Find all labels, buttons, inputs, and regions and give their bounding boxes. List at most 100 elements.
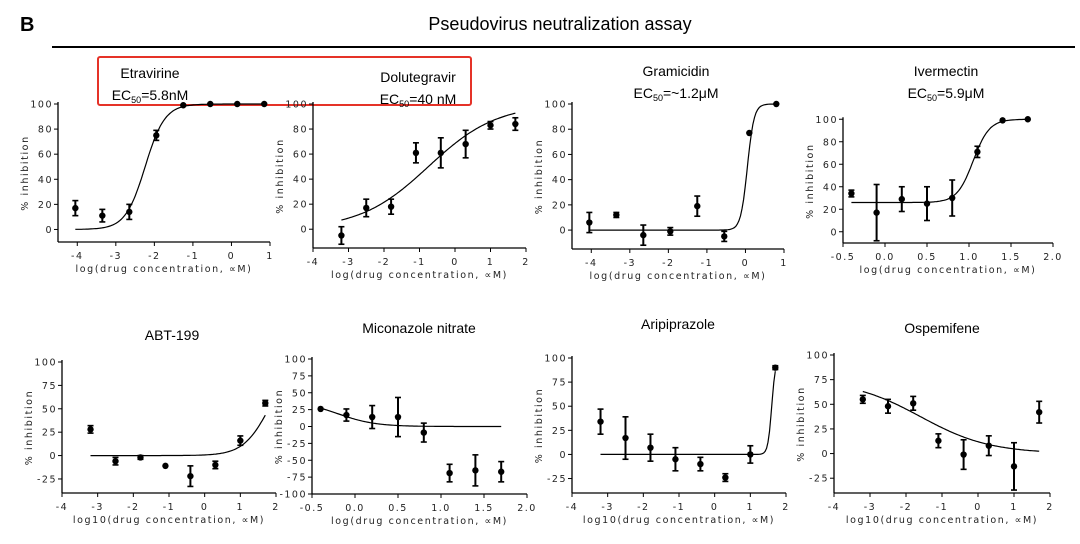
x-tick-label: -1 — [673, 502, 685, 513]
y-tick-label: 80 — [38, 125, 53, 136]
x-tick-label: 0 — [228, 251, 236, 262]
y-axis-label: % inhibition — [534, 139, 545, 214]
x-axis-label: log(drug concentration, ∝M) — [860, 265, 1037, 276]
y-tick-label: 40 — [552, 175, 567, 186]
y-tick-label: 20 — [552, 200, 567, 211]
x-tick-label: 1 — [1010, 502, 1018, 513]
fit-curve — [589, 103, 777, 231]
x-tick-label: -4 — [585, 258, 597, 269]
x-axis-label: log(drug concentration, ∝M) — [590, 271, 767, 282]
data-point — [772, 364, 779, 371]
data-point — [667, 228, 674, 235]
data-point — [647, 444, 654, 451]
fit-curve — [320, 407, 502, 428]
y-tick-label: 75 — [552, 378, 567, 389]
data-point — [873, 209, 880, 216]
x-tick-label: -1 — [413, 257, 425, 268]
panel-subtitle: EC50=5.9μM — [908, 85, 985, 103]
fit-curve — [75, 103, 265, 230]
data-point — [999, 117, 1006, 124]
title-rule — [52, 46, 1075, 48]
y-tick-label: 50 — [552, 402, 567, 413]
panel-title: Miconazole nitrate — [362, 320, 476, 336]
x-tick-label: 1.0 — [431, 503, 451, 514]
data-point — [369, 413, 376, 421]
data-point — [343, 411, 350, 419]
data-point — [498, 468, 505, 475]
data-point — [112, 457, 119, 465]
y-tick-label: 60 — [293, 150, 308, 161]
y-tick-label: 25 — [292, 405, 307, 416]
x-tick-label: 0.5 — [917, 252, 937, 263]
data-point — [746, 129, 753, 137]
data-point — [153, 132, 160, 139]
data-point — [412, 149, 420, 157]
y-tick-label: -50 — [287, 456, 307, 467]
x-tick-label: 1.5 — [474, 503, 494, 514]
x-tick-label: 1 — [266, 251, 274, 262]
data-point — [1024, 116, 1032, 123]
panel-title: Gramicidin — [643, 63, 710, 79]
x-tick-label: 0 — [201, 502, 209, 513]
data-point — [848, 190, 855, 197]
y-tick-label: -75 — [287, 473, 307, 484]
data-point — [487, 122, 494, 129]
panel-miconazole-nitrate: Miconazole nitrate -100 -75 -50 -25 0 25 50 75 10… — [274, 320, 535, 527]
x-tick-label: -2 — [148, 251, 160, 262]
panel-ospemifene: Ospemifene -25 0 25 50 75 100 -4 -3 -2 -1 0 1 2 log10(… — [796, 320, 1052, 526]
data-point — [613, 211, 620, 219]
y-tick-label: 100 — [284, 355, 307, 366]
x-tick-label: -1 — [701, 258, 713, 269]
y-tick-label: 0 — [830, 227, 838, 238]
data-point — [672, 456, 679, 463]
y-tick-label: 75 — [42, 381, 57, 392]
y-tick-label: 0 — [45, 225, 53, 236]
data-point — [694, 202, 701, 210]
y-tick-label: -25 — [809, 474, 829, 485]
data-point — [338, 232, 345, 239]
y-tick-label: 0 — [559, 450, 567, 461]
fit-curve — [600, 371, 776, 455]
x-tick-label: 0.5 — [388, 503, 408, 514]
y-tick-label: -25 — [287, 439, 307, 450]
x-tick-label: -4 — [828, 502, 840, 513]
fit-curve — [851, 118, 1028, 204]
x-tick-label: 0 — [742, 258, 750, 269]
y-tick-label: 100 — [30, 100, 53, 111]
panel-title: ABT-199 — [145, 327, 200, 343]
figure-title: Pseudovirus neutralization assay — [428, 14, 692, 34]
x-tick-label: 0 — [451, 257, 459, 268]
x-tick-label: -2 — [127, 502, 139, 513]
x-tick-label: -4 — [307, 257, 319, 268]
panel-etravirine: Etravirine EC50=5.8nM 0 20 40 60 80 100 -4 -3 -2 -1… — [20, 65, 274, 275]
y-tick-label: -100 — [279, 490, 307, 501]
y-tick-label: 40 — [293, 175, 308, 186]
x-tick-label: 1.0 — [959, 252, 979, 263]
data-point — [237, 437, 244, 444]
y-tick-label: 20 — [293, 200, 308, 211]
x-tick-label: -2 — [662, 258, 674, 269]
x-tick-label: -3 — [342, 257, 354, 268]
data-point — [586, 219, 593, 226]
x-tick-label: 2 — [272, 502, 280, 513]
data-point — [597, 418, 604, 425]
data-point — [985, 442, 992, 449]
y-tick-label: 40 — [38, 175, 53, 186]
data-point — [472, 467, 479, 474]
panel-title: Dolutegravir — [380, 69, 456, 85]
y-tick-label: 80 — [823, 137, 838, 148]
data-point — [387, 203, 395, 210]
y-axis-label: % inhibition — [805, 143, 816, 218]
x-tick-label: -2 — [378, 257, 390, 268]
x-axis-label: log10(drug concentration, ∝M) — [73, 515, 265, 526]
data-point — [180, 102, 187, 109]
data-point — [622, 434, 629, 442]
x-tick-label: 1 — [780, 258, 788, 269]
y-tick-label: 60 — [823, 160, 838, 171]
y-tick-label: 100 — [544, 100, 567, 111]
data-point — [923, 200, 931, 207]
data-point — [462, 140, 469, 148]
panel-gramicidin: Gramicidin EC50=~1.2μM 0 20 40 60 80 100 -4 -3 -2 -… — [534, 63, 788, 282]
x-tick-label: 1 — [237, 502, 245, 513]
y-tick-label: 75 — [292, 371, 307, 382]
